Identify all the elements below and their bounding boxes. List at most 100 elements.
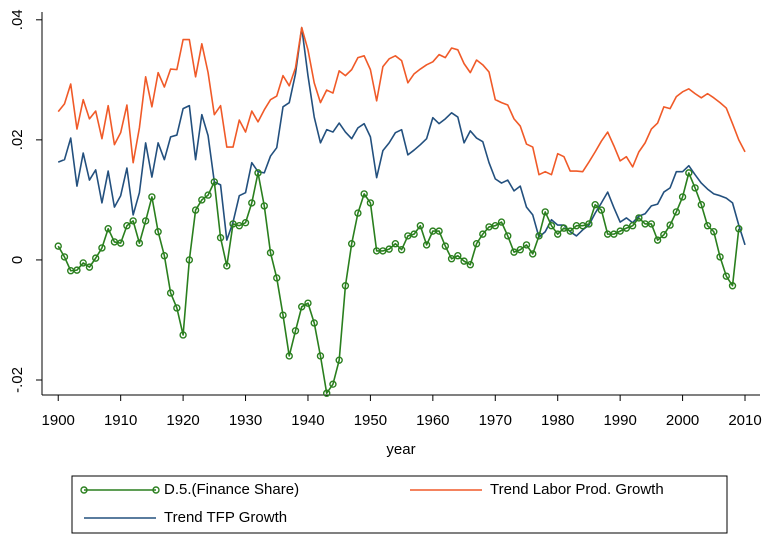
x-tick-label: 1930 bbox=[229, 412, 262, 429]
x-axis-label: year bbox=[386, 441, 415, 458]
point-marker bbox=[179, 331, 187, 339]
point-marker bbox=[279, 311, 287, 319]
point-marker bbox=[54, 242, 62, 250]
point-marker bbox=[516, 246, 524, 254]
point-marker bbox=[672, 208, 681, 216]
point-marker bbox=[647, 220, 656, 228]
point-marker bbox=[391, 240, 400, 248]
point-marker bbox=[185, 256, 194, 264]
point-marker bbox=[554, 230, 562, 238]
point-marker bbox=[466, 261, 475, 269]
point-marker bbox=[578, 222, 587, 230]
point-marker bbox=[728, 282, 737, 290]
point-marker bbox=[735, 225, 743, 233]
point-marker bbox=[285, 352, 293, 360]
point-marker bbox=[60, 253, 69, 261]
point-marker bbox=[73, 266, 81, 274]
point-marker bbox=[566, 227, 574, 235]
point-marker bbox=[323, 389, 331, 397]
point-marker bbox=[591, 201, 599, 209]
series-line bbox=[57, 172, 740, 394]
point-marker bbox=[298, 303, 306, 311]
point-marker bbox=[385, 245, 393, 253]
point-marker bbox=[635, 214, 643, 222]
legend-marker bbox=[80, 486, 88, 494]
x-tick-label: 1970 bbox=[479, 412, 512, 429]
point-marker bbox=[235, 222, 243, 230]
point-marker bbox=[722, 272, 730, 280]
point-marker bbox=[529, 250, 537, 258]
point-marker bbox=[154, 228, 162, 236]
point-marker bbox=[191, 206, 200, 214]
point-marker bbox=[410, 230, 418, 238]
x-tick-label: 2010 bbox=[728, 412, 761, 429]
x-tick-label: 1950 bbox=[354, 412, 387, 429]
point-marker bbox=[522, 241, 531, 249]
point-marker bbox=[135, 239, 144, 247]
point-marker bbox=[479, 230, 487, 238]
point-marker bbox=[141, 217, 150, 225]
point-marker bbox=[335, 356, 343, 364]
point-marker bbox=[653, 236, 662, 244]
point-marker bbox=[685, 169, 693, 177]
point-marker bbox=[291, 327, 300, 335]
series-line bbox=[57, 26, 746, 176]
legend-label: Trend Labor Prod. Growth bbox=[490, 481, 664, 498]
point-marker bbox=[260, 202, 268, 210]
point-marker bbox=[79, 259, 87, 267]
point-marker bbox=[504, 232, 512, 240]
point-marker bbox=[597, 206, 606, 214]
y-tick-label: .04 bbox=[9, 9, 26, 30]
y-tick-label: .02 bbox=[9, 129, 26, 150]
point-marker bbox=[123, 222, 131, 230]
point-marker bbox=[510, 248, 518, 256]
x-tick-label: 1940 bbox=[291, 412, 324, 429]
point-marker bbox=[666, 221, 674, 229]
point-marker bbox=[447, 255, 456, 263]
x-tick-label: 1990 bbox=[603, 412, 636, 429]
point-marker bbox=[435, 227, 443, 235]
x-tick-label: 2000 bbox=[666, 412, 699, 429]
point-marker bbox=[610, 230, 618, 238]
point-marker bbox=[310, 319, 318, 327]
point-marker bbox=[341, 282, 350, 290]
point-marker bbox=[491, 222, 499, 230]
point-marker bbox=[91, 254, 100, 262]
point-marker bbox=[560, 224, 568, 232]
point-marker bbox=[366, 199, 375, 207]
point-marker bbox=[316, 352, 325, 360]
point-marker bbox=[622, 224, 631, 232]
point-marker bbox=[585, 220, 593, 228]
legend-marker bbox=[152, 486, 160, 494]
point-marker bbox=[422, 241, 431, 249]
point-marker bbox=[472, 240, 481, 248]
point-marker bbox=[497, 218, 506, 226]
point-marker bbox=[360, 190, 368, 198]
point-marker bbox=[216, 234, 225, 242]
point-marker bbox=[166, 289, 175, 297]
point-marker bbox=[223, 262, 231, 270]
point-marker bbox=[697, 201, 706, 209]
x-tick-label: 1980 bbox=[541, 412, 574, 429]
legend-box bbox=[71, 475, 728, 534]
point-marker bbox=[541, 208, 549, 216]
y-tick-label: 0 bbox=[9, 256, 26, 264]
point-marker bbox=[204, 191, 212, 199]
point-marker bbox=[379, 247, 387, 255]
point-marker bbox=[160, 252, 169, 260]
series-line bbox=[57, 26, 746, 246]
y-tick-label: -.02 bbox=[9, 367, 26, 393]
point-marker bbox=[210, 178, 219, 186]
point-marker bbox=[441, 242, 450, 250]
point-marker bbox=[129, 217, 137, 225]
point-marker bbox=[703, 222, 712, 230]
point-marker bbox=[628, 222, 637, 230]
point-marker bbox=[535, 232, 543, 240]
point-marker bbox=[266, 249, 275, 257]
point-marker bbox=[678, 193, 687, 201]
point-marker bbox=[173, 304, 181, 312]
point-marker bbox=[85, 263, 94, 271]
point-marker bbox=[460, 257, 468, 265]
point-marker bbox=[691, 184, 699, 192]
